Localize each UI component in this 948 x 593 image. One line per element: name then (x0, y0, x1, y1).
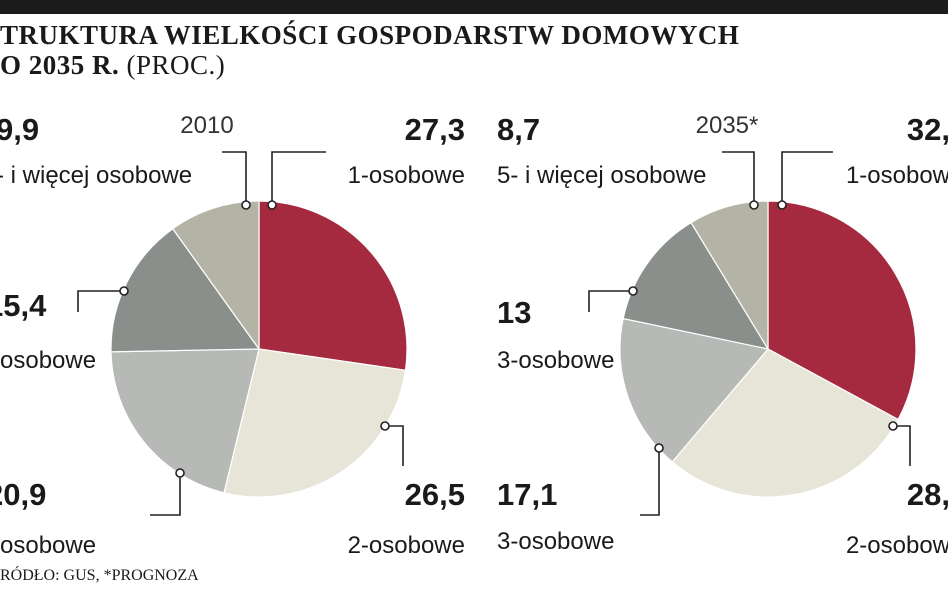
chart-title: TRUKTURA WIELKOŚCI GOSPODARSTW DOMOWYCH … (0, 20, 739, 80)
pie-0-leader-dot-one (267, 200, 277, 210)
pie-0-leader-one (271, 151, 326, 205)
source-note: RÓDŁO: GUS, *PROGNOZA (0, 567, 199, 584)
pie-1-value-five: 8,7 (497, 112, 540, 147)
pie-0-leader-dot-four (119, 286, 129, 296)
pie-1-slice-two (671, 348, 899, 498)
pie-1-value-four: 13 (497, 295, 531, 330)
pie-0-leader-dot-two (380, 421, 390, 431)
pie-0-label-three: -osobowe (0, 532, 96, 559)
pie-1-label-one: 1-osobow (846, 162, 948, 189)
pie-0-slice-two (223, 348, 407, 498)
top-rule (0, 0, 948, 14)
title-line-2: O 2035 R. (PROC.) (0, 50, 739, 80)
pie-1-slice-one (767, 200, 917, 421)
pie-0-label-one: 1-osobowe (348, 162, 465, 189)
pie-0-slice-four (110, 227, 261, 353)
pie-1-leader-dot-one (777, 200, 787, 210)
pie-0-value-one: 27,3 (405, 112, 465, 147)
pie-0-leader-two (385, 425, 404, 466)
pie-0-value-three: 20,9 (0, 477, 46, 512)
pie-1-slice-three (619, 317, 770, 463)
pie-0-value-four: 15,4 (0, 288, 47, 323)
pie-1-year-label: 2035* (696, 112, 759, 139)
pie-1-label-five: 5- i więcej osobowe (497, 162, 706, 189)
pie-0-leader-five (222, 151, 247, 205)
pie-1-value-three: 17,1 (497, 477, 557, 512)
pie-1-value-one: 32, (907, 112, 948, 147)
pie-1-label-four: 3-osobowe (497, 347, 614, 374)
pie-1-leader-five (722, 151, 755, 205)
pie-1-leader-dot-two (888, 421, 898, 431)
pie-1-label-two: 2-osobow (846, 532, 948, 559)
pie-1-leader-three (640, 448, 660, 516)
pie-0-value-five: 9,9 (0, 112, 39, 147)
pie-1-label-three: 3-osobowe (497, 528, 614, 555)
pie-0-leader-four (77, 290, 124, 312)
pie-0-leader-dot-three (175, 468, 185, 478)
pie-0-slice-one (258, 200, 408, 371)
pie-0-year-label: 2010 (180, 112, 233, 139)
pie-0-label-four: -osobowe (0, 347, 96, 374)
pie-0-slice-five (171, 200, 260, 351)
title-year: O 2035 R. (0, 50, 120, 80)
pie-0-slice-three (110, 348, 260, 494)
pie-0-leader-three (150, 473, 181, 516)
pie-0-label-five: - i więcej osobowe (0, 162, 192, 189)
title-line-1: TRUKTURA WIELKOŚCI GOSPODARSTW DOMOWYCH (0, 20, 740, 50)
pie-0-leader-dot-five (241, 200, 251, 210)
pie-1-value-two: 28, (907, 477, 948, 512)
pie-1-leader-one (781, 151, 833, 205)
pie-1-leader-two (893, 425, 911, 466)
pie-1-slice-five (690, 200, 769, 352)
pie-0-value-two: 26,5 (405, 477, 465, 512)
pie-1-leader-dot-three (654, 443, 664, 453)
title-unit: (PROC.) (126, 50, 226, 80)
pie-1-leader-dot-four (628, 286, 638, 296)
pie-1-leader-dot-five (749, 200, 759, 210)
pie-0-label-two: 2-osobowe (348, 532, 465, 559)
pie-1-slice-four (622, 221, 770, 350)
pie-1-leader-four (588, 290, 633, 312)
